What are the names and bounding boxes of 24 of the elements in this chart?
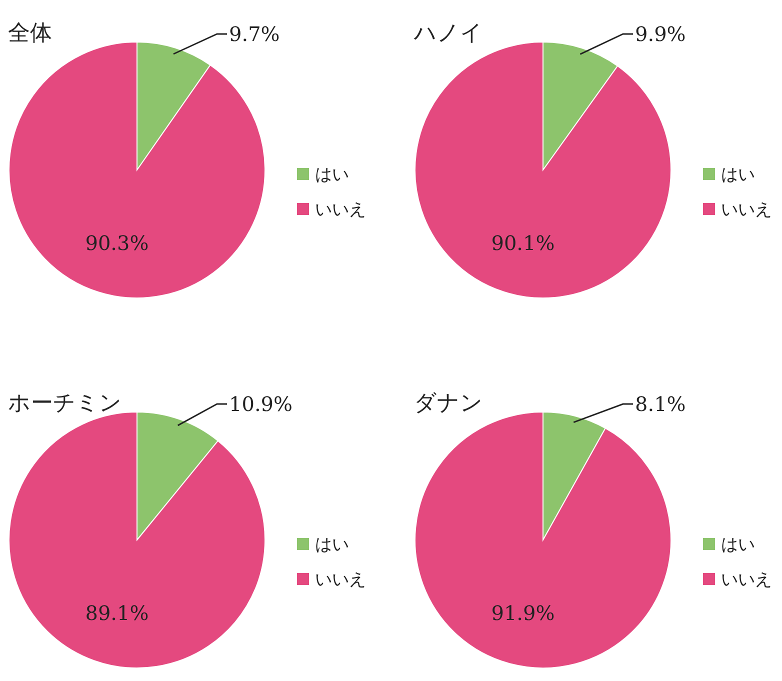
legend-label: はい [315, 535, 349, 555]
chart-title: 全体 [8, 21, 52, 46]
data-label: 91.9% [491, 601, 555, 625]
chart-title: ホーチミン [8, 391, 122, 416]
legend-label: いいえ [315, 200, 366, 220]
legend-label: いいえ [721, 570, 772, 590]
legend-label: はい [721, 165, 755, 185]
data-label: 90.3% [85, 231, 149, 255]
pie-slice [8, 42, 266, 298]
data-label: 8.1% [635, 392, 686, 416]
legend-label: はい [721, 535, 755, 555]
pie-slice [414, 412, 672, 668]
pie-slice [8, 412, 266, 668]
legend-label: いいえ [315, 570, 366, 590]
legend-label: いいえ [721, 200, 772, 220]
data-label: 10.9% [229, 392, 293, 416]
chart-title: ハノイ [413, 21, 483, 46]
chart-title: ダナン [414, 391, 483, 416]
pie-slice [414, 42, 672, 298]
data-label: 9.7% [229, 22, 280, 46]
legend-label: はい [315, 165, 349, 185]
data-label: 9.9% [635, 22, 686, 46]
data-label: 89.1% [85, 601, 149, 625]
data-label: 90.1% [491, 231, 555, 255]
